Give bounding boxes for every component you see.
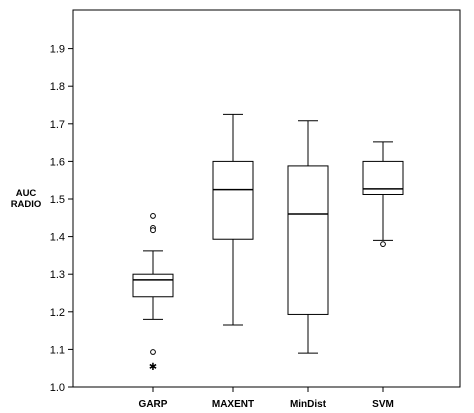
- extreme-outlier-marker: ✱: [149, 362, 157, 373]
- x-tick-label: MinDist: [290, 399, 327, 410]
- y-tick-label: 1.0: [50, 382, 65, 394]
- y-tick-label: 1.6: [50, 156, 65, 168]
- interquartile-box: [287, 165, 329, 315]
- y-tick-label: 1.4: [50, 232, 65, 244]
- y-tick-label: 1.2: [50, 307, 65, 319]
- box-svm: [362, 141, 404, 248]
- box-series: ✱: [132, 113, 404, 373]
- y-tick-label: 1.5: [50, 194, 65, 206]
- box-mindist: [287, 120, 329, 354]
- x-tick-label: GARP: [139, 399, 168, 410]
- x-tick-label: SVM: [372, 399, 394, 410]
- x-axis: GARP MAXENT MinDist SVM: [139, 387, 394, 410]
- outlier-marker: [150, 227, 156, 234]
- y-tick-label: 1.3: [50, 269, 65, 281]
- x-tick-label: MAXENT: [212, 399, 254, 410]
- y-axis-title-line-2: RADIO: [11, 199, 42, 210]
- y-axis: 1.0 1.1 1.2 1.3 1.4 1.5 1.6 1.7 1.8 1.9: [50, 44, 73, 394]
- box-maxent: [212, 113, 254, 326]
- y-tick-label: 1.1: [50, 344, 65, 356]
- y-tick-label: 1.7: [50, 119, 65, 131]
- box-garp: ✱: [132, 213, 174, 373]
- plot-frame: [72, 9, 461, 388]
- interquartile-box: [132, 273, 174, 298]
- interquartile-box: [212, 160, 254, 240]
- outlier-marker: [150, 213, 156, 219]
- y-tick-label: 1.8: [50, 81, 65, 93]
- outlier-marker: [380, 241, 386, 248]
- y-tick-label: 1.9: [50, 44, 65, 56]
- outlier-marker: [150, 349, 156, 355]
- y-axis-title-line-1: AUC: [16, 188, 37, 199]
